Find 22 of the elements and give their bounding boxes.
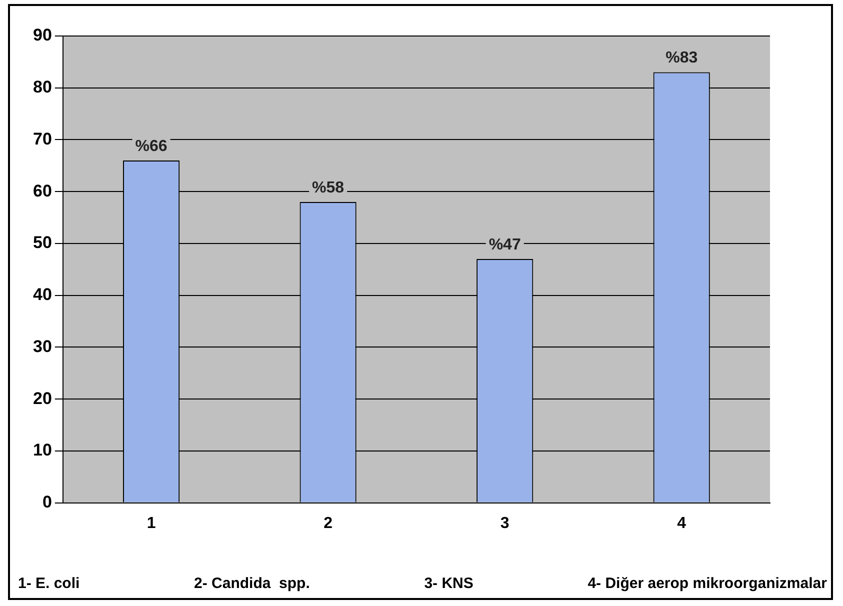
x-tick-label: 4: [677, 514, 686, 532]
data-label: %83: [666, 50, 698, 67]
data-label: %58: [312, 179, 344, 196]
text: 2- Candida spp.: [194, 575, 310, 592]
y-tick-label: 50: [32, 233, 52, 252]
x-tick-label: 2: [324, 514, 333, 532]
x-tick-label: 3: [500, 514, 510, 532]
text: 4- Diğer aerop mikroorganizmalar: [588, 575, 827, 592]
y-tick-label: 80: [32, 78, 52, 97]
y-tick-label: 70: [32, 129, 52, 148]
data-label: %47: [488, 236, 521, 254]
y-tick-label: 60: [32, 181, 52, 200]
text: 3- KNS: [424, 575, 474, 592]
x-tick-label: 1: [146, 514, 156, 532]
text: 1- E. coli: [18, 575, 80, 592]
y-tick-label: 10: [32, 440, 52, 460]
y-tick-label: 20: [32, 388, 52, 408]
y-tick-label: 40: [32, 285, 52, 304]
y-tick-label: 0: [42, 492, 52, 512]
data-label: %66: [135, 138, 168, 155]
y-tick-label: 30: [32, 336, 52, 356]
y-tick-label: 90: [32, 26, 52, 45]
